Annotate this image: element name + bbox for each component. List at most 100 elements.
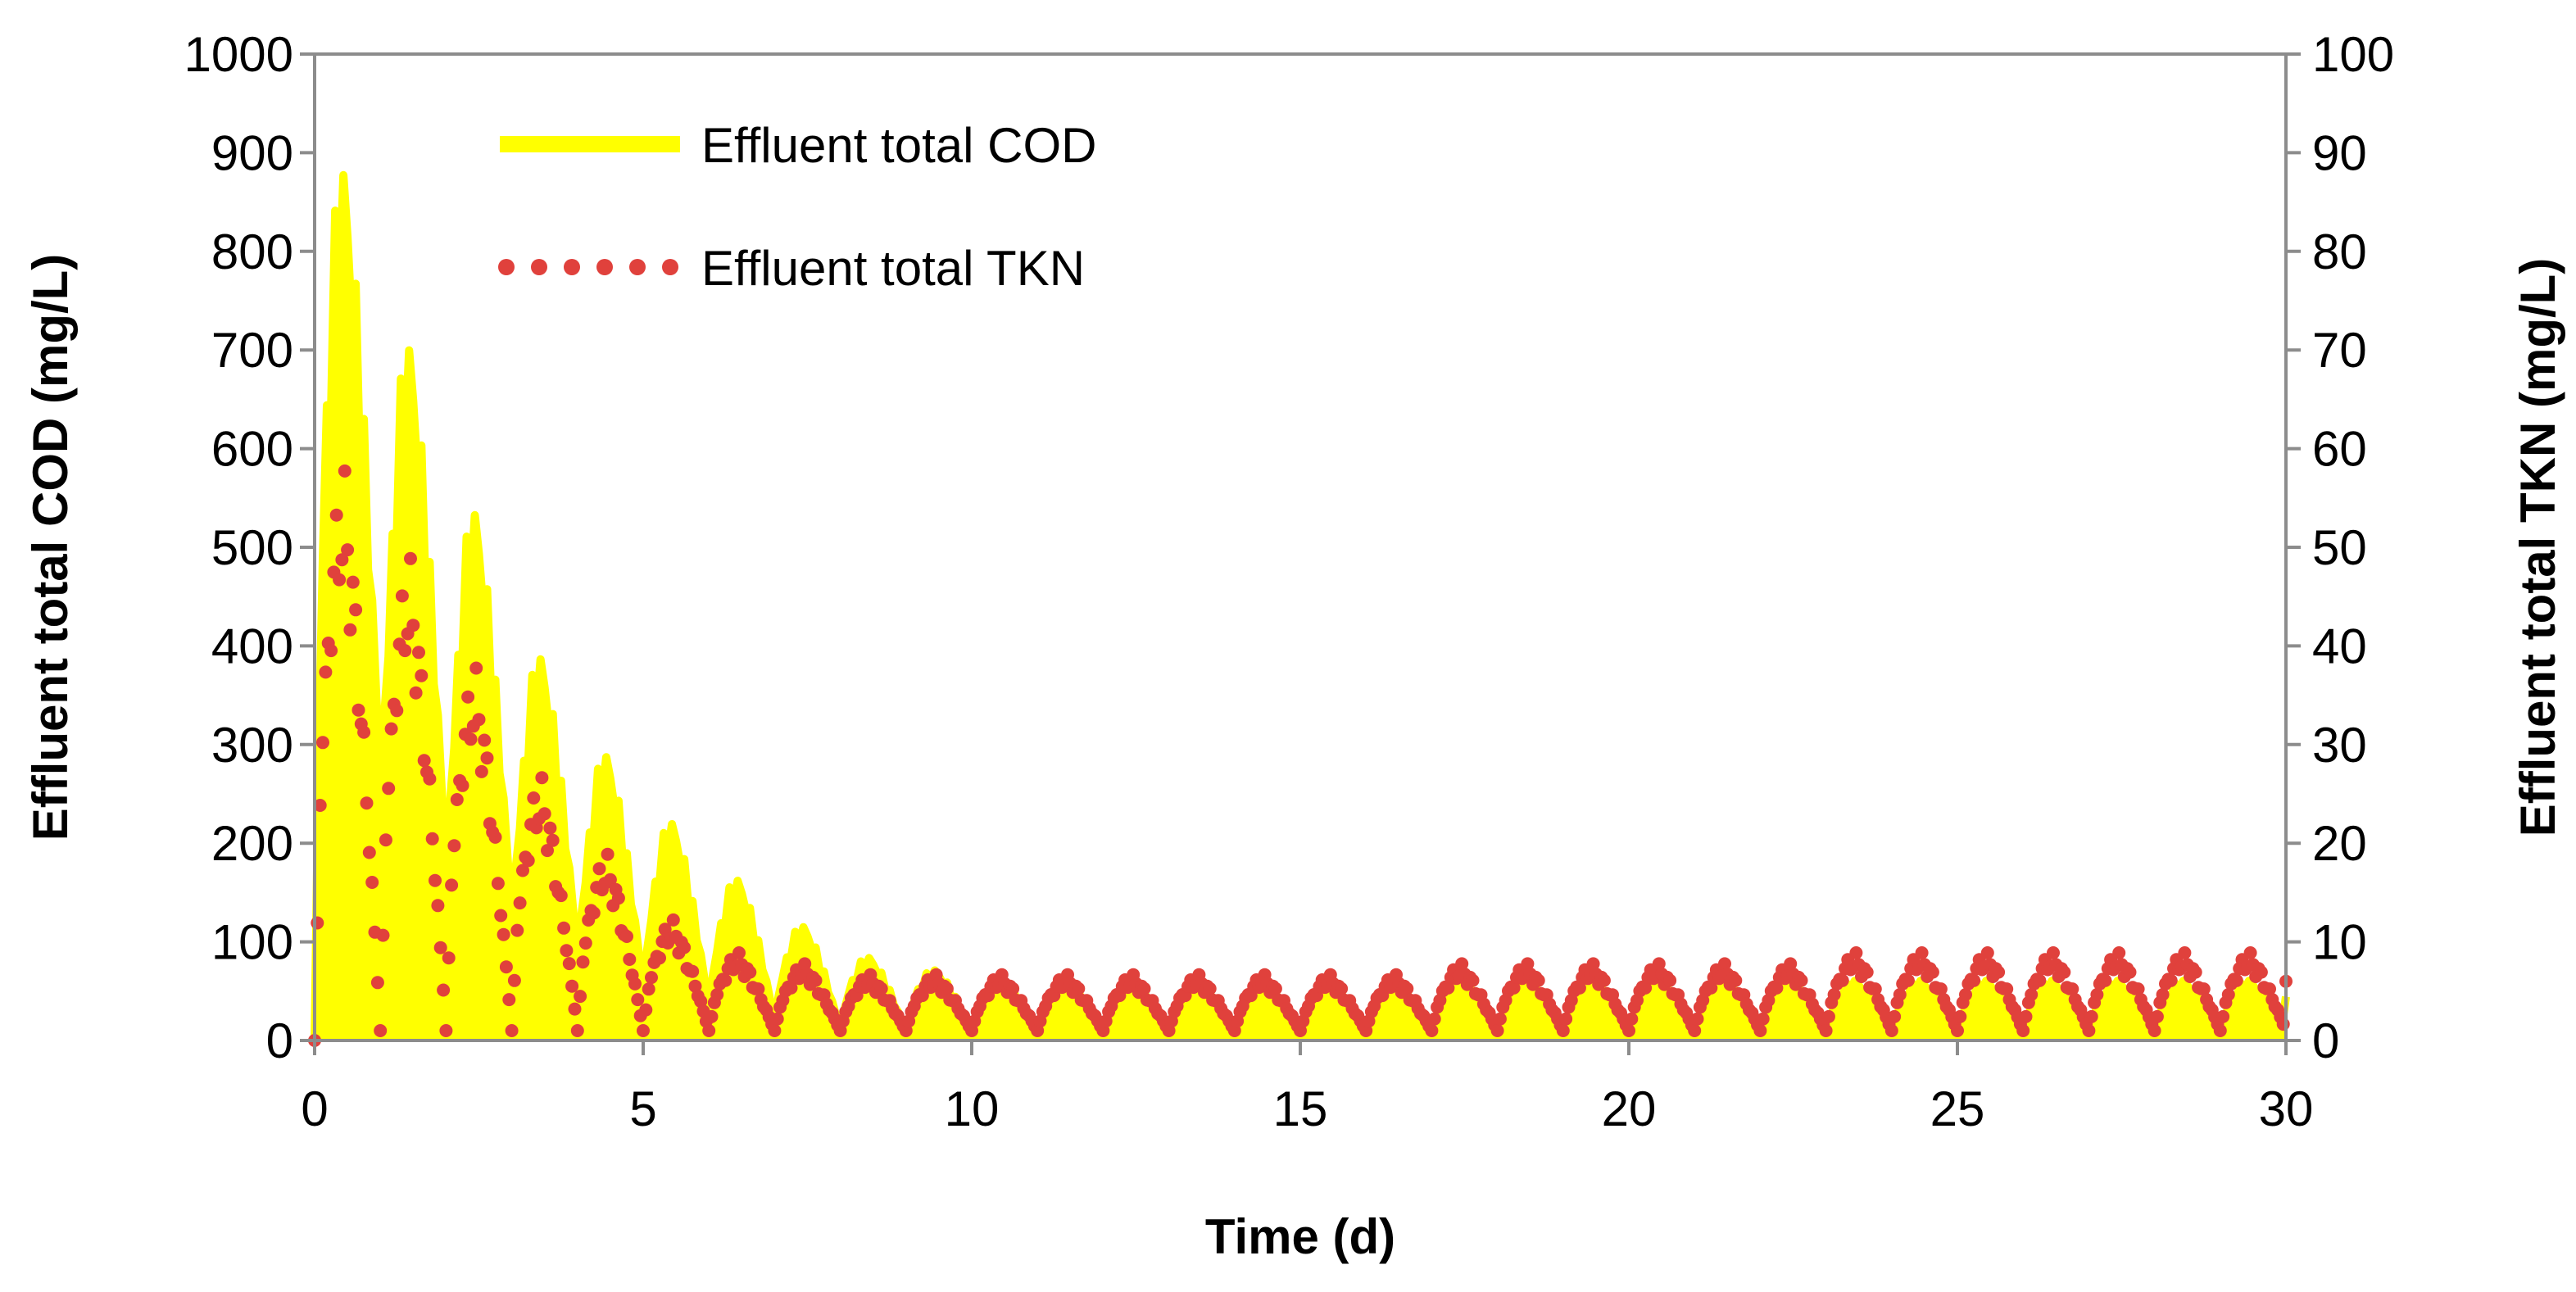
series-tkn-point <box>1335 981 1349 995</box>
series-tkn-point <box>710 988 724 1001</box>
series-tkn-point <box>1953 1009 1967 1023</box>
series-tkn-point <box>1901 973 1915 987</box>
series-cod-area <box>315 175 2286 1040</box>
series-tkn-point <box>2197 982 2211 996</box>
series-tkn-point <box>570 1024 584 1037</box>
series-tkn-point <box>1639 981 1653 995</box>
plot-marks <box>308 170 2293 1047</box>
series-tkn-point <box>1794 973 1808 987</box>
y-left-tick-label: 900 <box>211 125 293 180</box>
series-tkn-point <box>637 1024 650 1037</box>
series-tkn-point <box>2033 973 2047 987</box>
series-tkn-point <box>2082 1024 2096 1037</box>
series-tkn-point <box>2025 988 2039 1001</box>
legend-dot <box>596 259 613 275</box>
series-tkn-point <box>543 821 557 835</box>
series-tkn-point <box>464 732 478 746</box>
series-tkn-point <box>784 981 798 995</box>
y-left-tick-label: 1000 <box>184 27 293 82</box>
series-tkn-point <box>1827 988 1841 1001</box>
series-tkn-point <box>1753 1024 1767 1037</box>
y-left-tick-label: 600 <box>211 422 293 477</box>
series-tkn-point <box>1967 973 1981 987</box>
series-tkn-point <box>1934 982 1948 996</box>
series-tkn-point <box>382 782 396 796</box>
series-tkn-point <box>694 995 708 1009</box>
y-left-tick-label: 0 <box>266 1013 293 1068</box>
series-tkn-point <box>1268 981 1282 995</box>
series-tkn-point <box>1704 981 1718 995</box>
series-tkn-point <box>2098 973 2112 987</box>
series-tkn-point <box>431 899 445 913</box>
y-right-tick-label: 60 <box>2312 422 2367 477</box>
y-right-tick-label: 20 <box>2312 816 2367 871</box>
series-tkn-point <box>469 661 483 675</box>
series-tkn-point <box>406 619 420 632</box>
series-tkn-point <box>628 977 642 991</box>
series-tkn-point <box>2090 988 2104 1001</box>
series-tkn-point <box>2243 946 2257 959</box>
series-tkn-point <box>2221 988 2235 1001</box>
series-tkn-point <box>611 891 625 905</box>
series-tkn-point <box>535 771 549 785</box>
series-tkn-point <box>1556 1024 1570 1037</box>
series-tkn-point <box>1770 981 1784 995</box>
series-tkn-point <box>379 833 392 847</box>
series-tkn-point <box>439 1024 453 1037</box>
y-left-tick-label: 400 <box>211 619 293 673</box>
legend: Effluent total COD Effluent total TKN <box>498 118 1096 296</box>
series-tkn-point <box>2019 1009 2033 1023</box>
series-tkn-point <box>2254 965 2268 979</box>
series-tkn-point <box>603 873 617 886</box>
y-right-tick-label: 0 <box>2312 1013 2339 1068</box>
series-tkn-point <box>1441 981 1455 995</box>
series-tkn-point <box>1718 957 1731 971</box>
y-right-tick-label: 80 <box>2312 224 2367 279</box>
series-tkn <box>308 464 2293 1047</box>
series-tkn-point <box>809 973 823 987</box>
series-tkn-point <box>343 623 357 637</box>
series-tkn-point <box>574 990 587 1004</box>
legend-dot <box>629 259 646 275</box>
series-tkn-point <box>576 955 590 969</box>
series-tkn-point <box>349 603 363 617</box>
series-tkn-point <box>319 665 333 679</box>
y-right-tick-label: 30 <box>2312 718 2367 773</box>
series-tkn-point <box>751 982 765 996</box>
series-tkn-point <box>491 877 505 891</box>
series-tkn-point <box>384 722 398 736</box>
series-tkn-point <box>798 957 812 971</box>
series-tkn-point <box>1586 957 1600 971</box>
series-tkn-point <box>678 941 692 954</box>
series-tkn-point <box>338 464 351 478</box>
series-tkn-point <box>1425 1024 1439 1037</box>
y-right-tick-label: 90 <box>2312 125 2367 180</box>
series-tkn-point <box>940 981 954 995</box>
series-tkn-point <box>1688 1024 1702 1037</box>
y-left-tick-label: 500 <box>211 520 293 575</box>
series-tkn-point <box>560 944 574 958</box>
series-tkn-point <box>507 973 521 987</box>
series-tkn-point <box>688 979 702 993</box>
series-tkn-point <box>1992 965 2006 979</box>
series-tkn-point <box>1915 946 1929 959</box>
series-tkn-point <box>456 778 469 792</box>
series-tkn-point <box>1572 981 1586 995</box>
series-tkn-point <box>1784 957 1798 971</box>
series-tkn-point <box>743 965 757 979</box>
series-tkn-point <box>516 864 529 877</box>
y-right-tick-label: 40 <box>2312 619 2367 673</box>
series-tkn-point <box>494 909 508 923</box>
y-left-tick-label: 700 <box>211 323 293 378</box>
series-tkn-point <box>1980 946 1994 959</box>
series-tkn-point <box>362 845 376 859</box>
series-tkn-point <box>642 982 655 996</box>
series-tkn-point <box>601 847 615 861</box>
series-tkn-point <box>874 981 888 995</box>
series-tkn-point <box>1729 973 1743 987</box>
y-left-tick-label: 100 <box>211 915 293 970</box>
x-axis-title: Time (d) <box>1205 1209 1395 1264</box>
series-tkn-point <box>770 1012 784 1026</box>
series-tkn-point <box>1072 981 1086 995</box>
